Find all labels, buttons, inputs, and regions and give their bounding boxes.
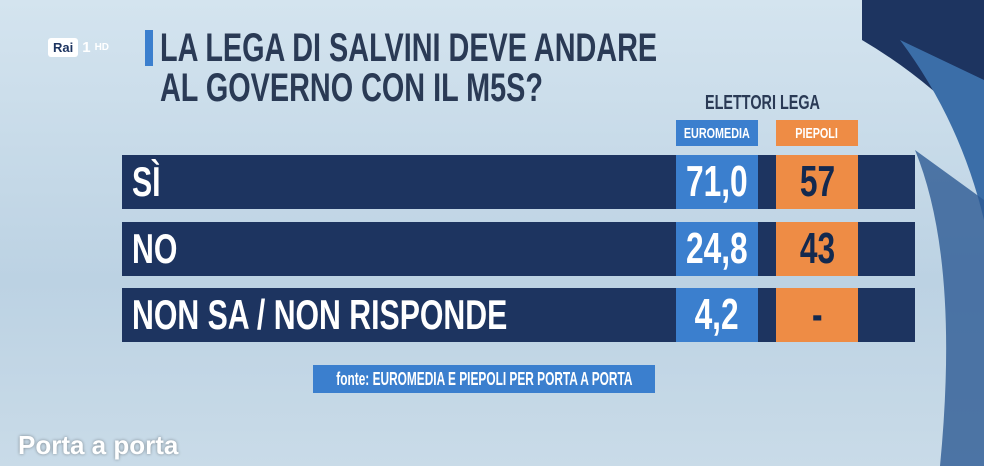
cell-value: 57 [799, 157, 835, 206]
cell: - [776, 288, 858, 342]
cell-value: - [811, 290, 823, 339]
source-box: fonte: EUROMEDIA E PIEPOLI PER PORTA A P… [313, 365, 655, 393]
row-label: NO [132, 225, 178, 272]
cell: 57 [776, 155, 858, 209]
cell-value: 71,0 [686, 157, 748, 206]
cell: 24,8 [676, 222, 758, 276]
logo-brand: Rai [48, 37, 79, 57]
group-label: ELETTORI LEGA [705, 92, 820, 114]
row-label: SÌ [132, 158, 161, 205]
logo: Rai 1 HD [48, 36, 109, 58]
column-header: PIEPOLI [776, 120, 858, 146]
title-line: LA LEGA DI SALVINI DEVE ANDARE [160, 26, 658, 70]
column-header-text: EUROMEDIA [684, 124, 751, 142]
title-accent [145, 30, 153, 66]
row-label: NON SA / NON RISPONDE [132, 291, 508, 338]
logo-channel: 1 [82, 38, 91, 56]
decor-shape [900, 40, 984, 220]
caption: Porta a porta [18, 430, 179, 460]
column-header: EUROMEDIA [676, 120, 758, 146]
logo-quality: HD [94, 41, 110, 53]
cell-value: 4,2 [694, 290, 740, 339]
cell: 71,0 [676, 155, 758, 209]
cell-value: 24,8 [686, 224, 748, 273]
title-line: AL GOVERNO CON IL M5S? [160, 66, 543, 110]
source: fonte: EUROMEDIA E PIEPOLI PER PORTA A P… [335, 368, 633, 389]
table-row: NO 24,8 43 [122, 222, 915, 276]
table-row: SÌ 71,0 57 [122, 155, 915, 209]
cell: 43 [776, 222, 858, 276]
cell-value: 43 [799, 224, 835, 273]
column-header-text: PIEPOLI [795, 124, 839, 142]
cell: 4,2 [676, 288, 758, 342]
decor-shape [915, 150, 984, 466]
table-row: NON SA / NON RISPONDE 4,2 - [122, 288, 915, 342]
